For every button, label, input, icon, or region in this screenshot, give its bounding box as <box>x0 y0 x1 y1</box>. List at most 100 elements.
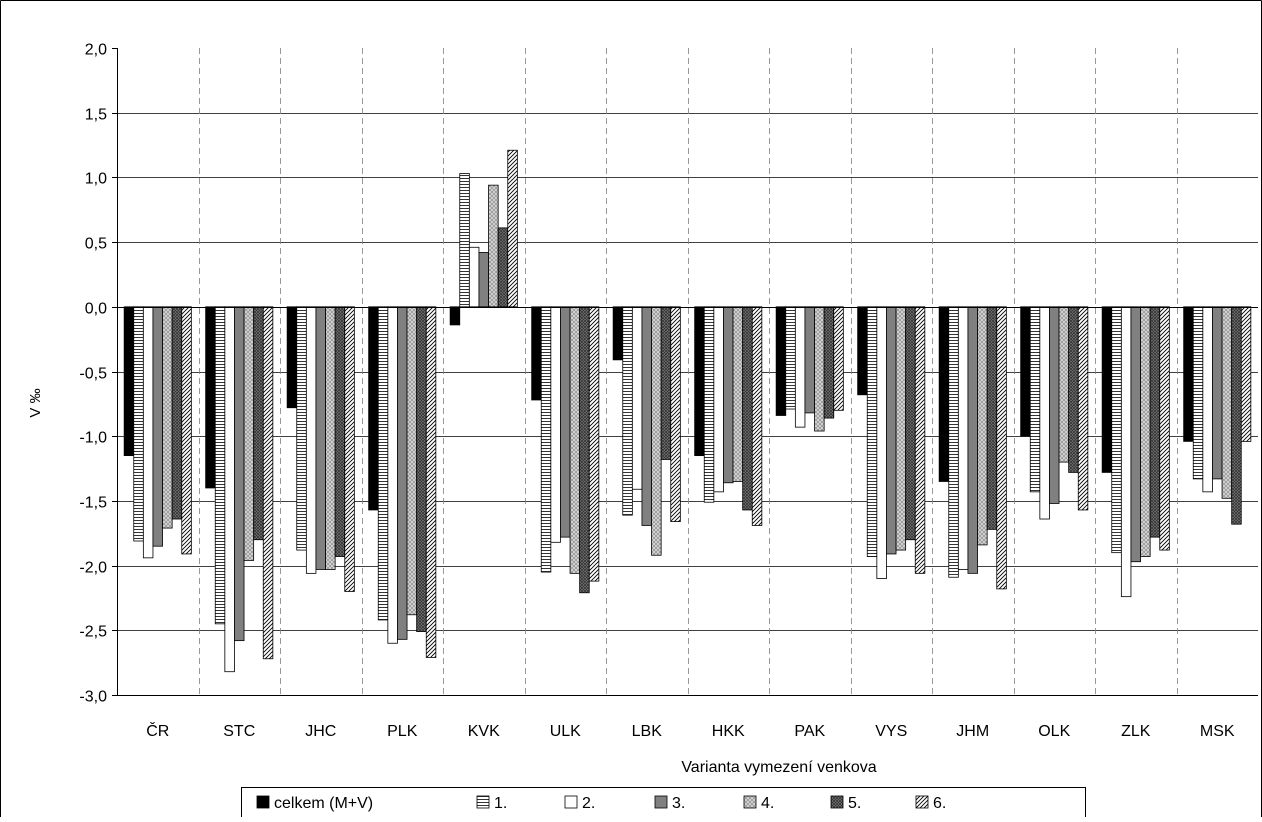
bar-lbk-series-2 <box>622 306 633 516</box>
bar-plk-series-1 <box>368 306 379 511</box>
bar-jhm-series-5 <box>977 306 988 546</box>
bar-msk-series-4 <box>1212 306 1223 480</box>
bar-lbk-series-4 <box>641 306 652 526</box>
y-tick-label: 0,0 <box>85 301 107 318</box>
bar-hkk-series-3 <box>713 306 724 493</box>
bar-lbk-series-1 <box>612 306 624 361</box>
axes: -3,0 -2,5 -2,0 -1,5 -1,0 -0,5 0,0 0,5 1,0 1,5 2,0 Č… <box>79 42 1258 740</box>
bar-jhm-series-7 <box>996 306 1007 590</box>
bar-jhc-series-7 <box>344 306 355 592</box>
bar-olk-series-6 <box>1068 306 1079 473</box>
bar-vys-series-4 <box>886 306 897 555</box>
x-tick-label: PLK <box>387 723 418 740</box>
bar-ulk-series-5 <box>569 306 581 574</box>
bar-stc-series-2 <box>214 306 226 625</box>
bar-pak-series-6 <box>823 306 835 419</box>
bar-čr-series-1 <box>123 306 135 457</box>
bar-jhc-series-4 <box>315 306 326 570</box>
bar-zlk-series-7 <box>1159 306 1170 551</box>
x-tick-label: KVK <box>468 723 500 740</box>
bar-stc-series-1 <box>205 306 216 489</box>
bar-zlk-series-5 <box>1140 306 1151 557</box>
bar-vys-series-3 <box>876 306 887 579</box>
bar-ulk-series-4 <box>560 306 571 538</box>
bar-lbk-series-6 <box>660 306 672 460</box>
bar-kvk-series-6 <box>497 227 509 308</box>
bar-hkk-series-6 <box>742 306 753 511</box>
bar-ulk-series-7 <box>588 306 600 582</box>
x-tick-label: ZLK <box>1121 723 1151 740</box>
bar-msk-series-2 <box>1192 306 1204 480</box>
bar-vys-series-7 <box>914 306 926 574</box>
bar-stc-series-5 <box>243 306 255 561</box>
bar-kvk-series-7 <box>507 149 518 308</box>
x-tick-label: HKK <box>712 723 745 740</box>
bar-plk-series-3 <box>387 306 398 644</box>
bar-vys-series-2 <box>866 306 878 557</box>
legend-label: celkem (M+V) <box>274 795 373 812</box>
y-tick-label: -2,5 <box>79 624 107 641</box>
bar-hkk-series-1 <box>694 306 705 457</box>
x-tick-label: VYS <box>875 723 907 740</box>
bar-olk-series-5 <box>1058 306 1070 463</box>
legend-swatch <box>830 795 844 809</box>
bar-kvk-series-1 <box>449 306 461 326</box>
bar-olk-series-1 <box>1020 306 1031 437</box>
bar-hkk-series-5 <box>732 306 744 482</box>
y-tick-label: -2,0 <box>79 560 107 577</box>
bar-zlk-series-6 <box>1149 306 1161 538</box>
x-tick-label: PAK <box>794 723 825 740</box>
bar-jhc-series-5 <box>325 306 336 570</box>
bar-pak-series-2 <box>785 306 796 410</box>
legend-label: 5. <box>848 795 861 812</box>
bar-čr-series-4 <box>152 306 163 547</box>
bar-jhm-series-4 <box>967 306 978 574</box>
y-tick-label: -3,0 <box>79 689 107 706</box>
bar-stc-series-3 <box>224 306 235 673</box>
legend-swatch <box>476 795 490 809</box>
legend-swatch <box>743 795 757 809</box>
bar-čr-series-5 <box>162 306 173 529</box>
y-tick-label: 1,0 <box>85 171 107 188</box>
legend-swatch <box>564 795 578 809</box>
bar-čr-series-2 <box>133 306 144 542</box>
bar-lbk-series-5 <box>651 306 662 556</box>
bar-jhc-series-3 <box>305 306 317 574</box>
legend-swatch <box>915 795 929 809</box>
bar-čr-series-3 <box>142 306 154 559</box>
legend-label: 2. <box>582 795 595 812</box>
legend-swatch <box>256 795 270 809</box>
bar-plk-series-6 <box>416 306 427 632</box>
bar-kvk-series-3 <box>468 246 480 308</box>
bar-plk-series-5 <box>406 306 418 616</box>
bar-zlk-series-1 <box>1101 306 1113 473</box>
x-tick-label: MSK <box>1200 723 1235 740</box>
y-tick-label: -0,5 <box>79 366 107 383</box>
bar-jhm-series-6 <box>986 306 998 530</box>
bar-jhc-series-1 <box>286 306 298 409</box>
bar-hkk-series-7 <box>751 306 763 526</box>
bar-hkk-series-4 <box>723 306 734 484</box>
bar-jhm-series-3 <box>957 306 969 570</box>
bar-jhc-series-2 <box>296 306 307 551</box>
bar-lbk-series-7 <box>670 306 681 522</box>
bar-hkk-series-2 <box>703 306 715 503</box>
bar-stc-series-6 <box>253 306 264 541</box>
y-tick-label: 1,5 <box>85 107 107 124</box>
bar-jhc-series-6 <box>334 306 346 557</box>
bar-zlk-series-3 <box>1120 306 1132 598</box>
bar-pak-series-1 <box>775 306 787 416</box>
bar-plk-series-4 <box>397 306 408 640</box>
bar-pak-series-5 <box>814 306 825 432</box>
bar-olk-series-7 <box>1077 306 1089 511</box>
x-tick-label: OLK <box>1038 723 1070 740</box>
legend-label: 4. <box>761 795 774 812</box>
y-tick-label: -1,5 <box>79 495 107 512</box>
bar-vys-series-6 <box>905 306 916 541</box>
bar-olk-series-2 <box>1029 306 1041 493</box>
x-tick-label: JHC <box>305 723 336 740</box>
bar-pak-series-7 <box>833 306 844 411</box>
bar-msk-series-5 <box>1221 306 1233 499</box>
